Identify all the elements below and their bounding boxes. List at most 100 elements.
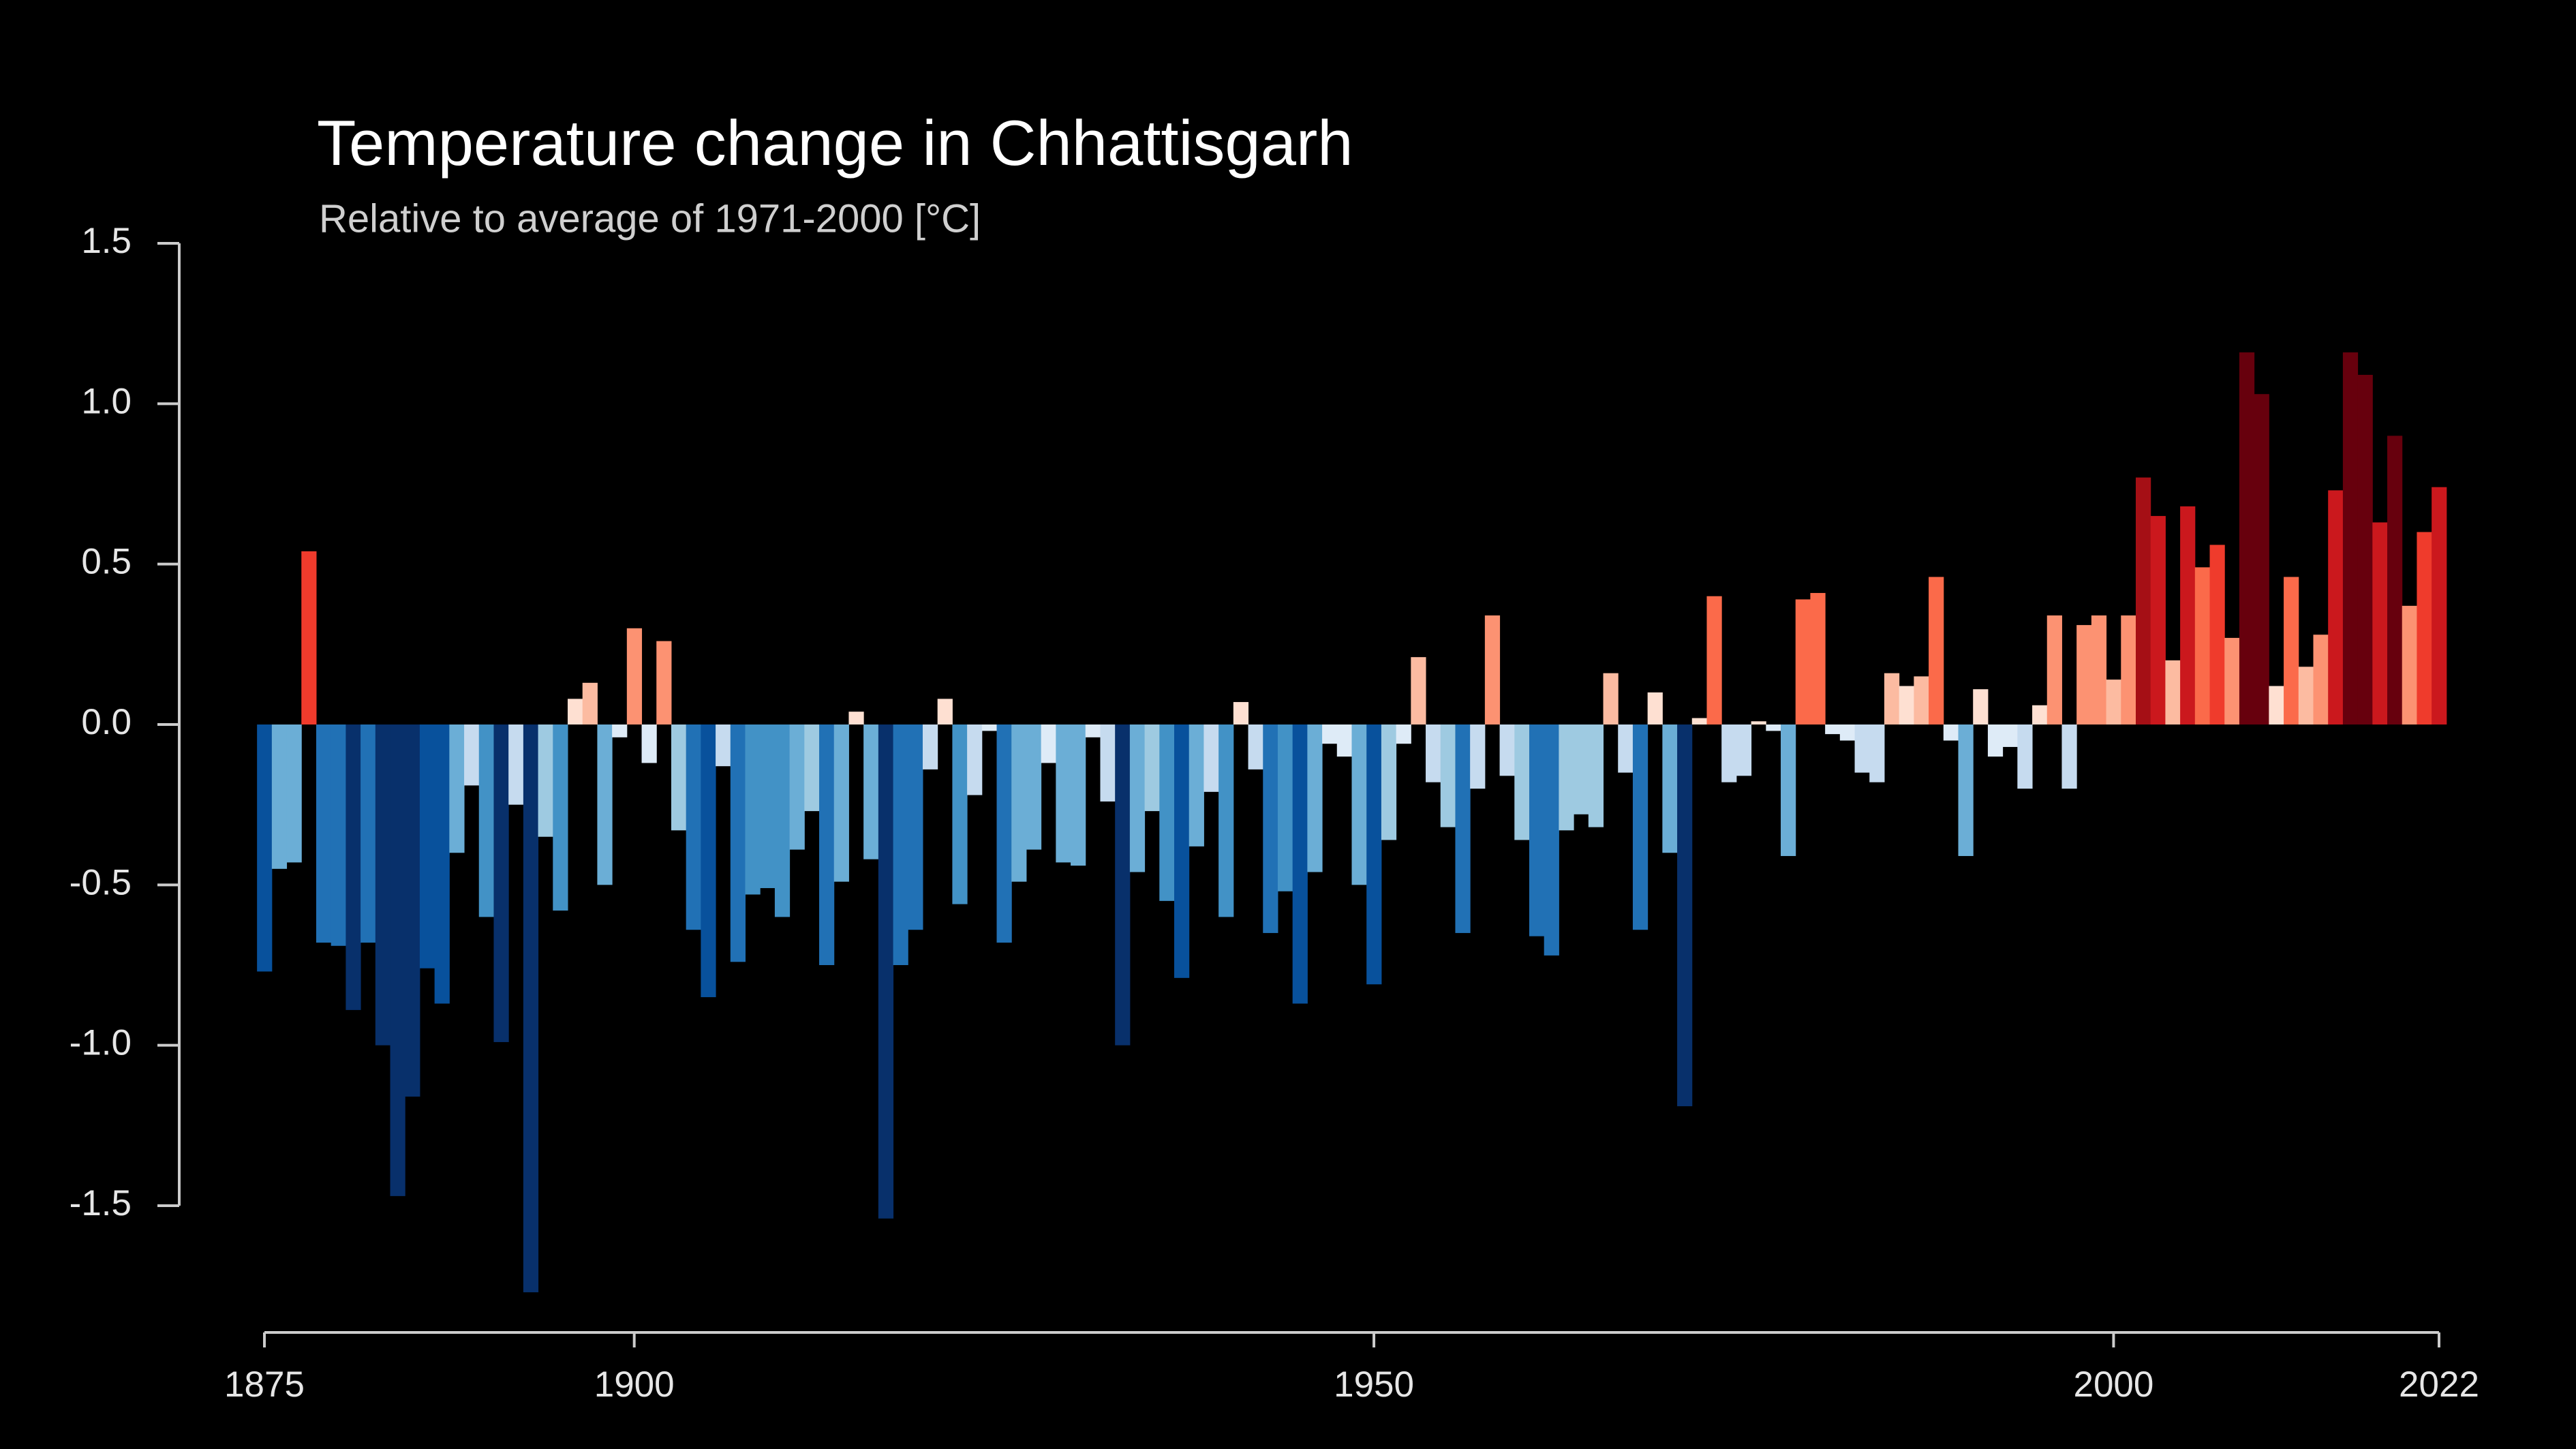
bar: [1026, 724, 1042, 850]
bar: [2269, 686, 2284, 724]
bar: [937, 699, 953, 724]
bar: [1129, 724, 1146, 872]
bar: [2106, 680, 2121, 724]
bar: [2239, 352, 2255, 724]
bar: [996, 724, 1012, 943]
bar: [2342, 352, 2359, 724]
bar: [1071, 724, 1086, 866]
y-tick-label: -1.5: [70, 1183, 132, 1223]
bar: [893, 724, 908, 965]
bar: [1914, 676, 1929, 724]
bar: [612, 724, 628, 737]
bar: [1574, 724, 1589, 814]
bar: [1603, 673, 1619, 724]
x-tick-label: 1875: [224, 1364, 305, 1405]
bar: [1869, 724, 1885, 782]
bar: [1174, 724, 1190, 978]
bar: [1455, 724, 1471, 933]
bar: [2002, 724, 2018, 747]
bar: [1781, 724, 1796, 856]
bar: [730, 724, 746, 962]
bar: [1899, 686, 1914, 724]
bar: [331, 724, 346, 946]
bar: [2417, 532, 2432, 724]
bar: [981, 724, 998, 731]
bar: [1411, 657, 1426, 724]
bar: [922, 724, 938, 769]
bar: [1351, 724, 1367, 885]
bar: [2150, 516, 2166, 724]
bar: [2032, 705, 2048, 724]
bar: [789, 724, 805, 850]
bar: [1839, 724, 1856, 741]
bar: [1721, 724, 1737, 782]
bar: [449, 724, 465, 853]
bar: [863, 724, 879, 859]
bar: [1041, 724, 1056, 763]
bar: [1381, 724, 1397, 840]
bar: [1766, 724, 1781, 731]
bar: [745, 724, 761, 895]
bar: [2254, 394, 2269, 724]
bar: [1366, 724, 1382, 985]
bar: [1484, 615, 1501, 724]
bar: [1736, 724, 1752, 776]
bar: [848, 712, 864, 724]
bar: [2372, 522, 2388, 724]
bar: [257, 724, 273, 972]
x-tick-label: 2022: [2399, 1364, 2479, 1405]
x-tick-label: 1950: [1334, 1364, 1414, 1405]
bar: [1618, 724, 1634, 773]
bar: [1632, 724, 1649, 930]
bar: [1336, 724, 1352, 757]
bar: [493, 724, 509, 1042]
bar: [271, 724, 288, 869]
bar: [568, 699, 583, 724]
bar: [1085, 724, 1101, 737]
bar: [878, 724, 894, 1219]
bar: [2165, 660, 2181, 724]
bar: [1233, 702, 1249, 724]
bar: [2402, 605, 2417, 724]
y-tick-label: -0.5: [70, 862, 132, 902]
bar: [908, 724, 923, 930]
bar: [1706, 596, 1722, 724]
bar: [2432, 487, 2447, 724]
bar: [1559, 724, 1574, 831]
bar: [478, 724, 494, 917]
bar: [2046, 615, 2062, 724]
bar: [361, 724, 376, 943]
bar: [2357, 374, 2373, 724]
bar: [656, 641, 672, 724]
bar: [2224, 637, 2240, 724]
bar: [774, 724, 791, 917]
bar: [2180, 506, 2196, 724]
bar: [405, 724, 420, 1097]
bar: [582, 682, 598, 724]
bar: [760, 724, 776, 889]
bar: [2209, 545, 2225, 724]
bar: [641, 724, 657, 763]
x-tick-label: 2000: [2073, 1364, 2153, 1405]
y-tick-label: 0.5: [81, 542, 132, 582]
bar: [1440, 724, 1456, 827]
bar: [1263, 724, 1278, 933]
bar: [2313, 635, 2329, 724]
bar: [1751, 721, 1766, 724]
bar: [1426, 724, 1441, 782]
bar: [346, 724, 361, 1010]
chart-title: Temperature change in Chhattisgarh: [317, 107, 1353, 179]
bar: [1987, 724, 2004, 757]
bar: [2194, 567, 2211, 724]
y-tick-label: 1.0: [81, 381, 132, 421]
bar: [2284, 577, 2299, 724]
bar: [523, 724, 539, 1293]
y-tick-label: 1.5: [81, 221, 132, 261]
bar: [2298, 667, 2314, 724]
bar: [1499, 724, 1515, 776]
bar: [2387, 436, 2403, 724]
bar: [1056, 724, 1071, 863]
bar: [1529, 724, 1545, 936]
bar: [434, 724, 450, 1004]
